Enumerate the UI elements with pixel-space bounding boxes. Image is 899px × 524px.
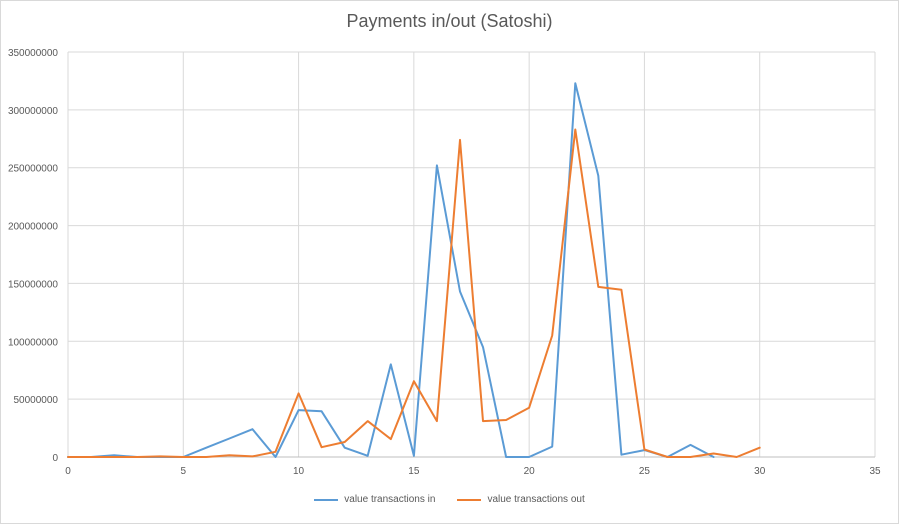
x-tick-label: 35	[869, 466, 881, 477]
y-tick-label: 150000000	[8, 279, 58, 290]
legend: value transactions in value transactions…	[0, 494, 899, 505]
y-tick-label: 350000000	[8, 48, 58, 59]
series-line-out	[67, 128, 761, 458]
y-tick-label: 250000000	[8, 164, 58, 175]
legend-label-in: value transactions in	[344, 494, 436, 505]
y-tick-label: 200000000	[8, 222, 58, 233]
legend-swatch-in	[314, 498, 339, 501]
gridlines	[67, 51, 876, 457]
x-tick-label: 20	[524, 466, 536, 477]
legend-item-in: value transactions in	[314, 494, 435, 505]
x-tick-label: 0	[65, 466, 71, 477]
x-tick-label: 25	[639, 466, 651, 477]
x-tick-label: 5	[181, 466, 187, 477]
y-tick-labels: 0 50000000 100000000 150000000 200000000 2500…	[8, 48, 59, 464]
legend-label-out: value transactions out	[487, 494, 585, 505]
x-tick-label: 15	[408, 466, 420, 477]
y-tick-label: 50000000	[14, 395, 59, 406]
y-tick-label: 0	[52, 453, 58, 464]
y-tick-label: 300000000	[8, 106, 58, 117]
x-tick-label: 10	[293, 466, 305, 477]
legend-swatch-out	[457, 498, 482, 501]
x-tick-labels: 0 5 10 15 20 25 30 35	[65, 466, 881, 477]
chart-title: Payments in/out (Satoshi)	[346, 11, 553, 31]
series-line-in	[67, 82, 715, 458]
series-lines	[67, 82, 761, 458]
legend-item-out: value transactions out	[457, 494, 585, 505]
y-tick-label: 100000000	[8, 337, 58, 348]
x-tick-label: 30	[754, 466, 766, 477]
